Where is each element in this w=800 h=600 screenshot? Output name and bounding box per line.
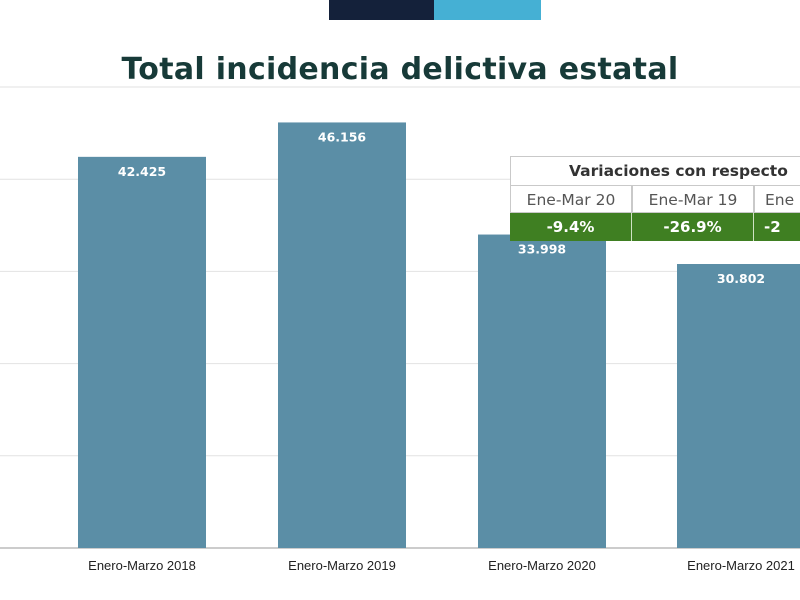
bar (278, 122, 406, 548)
variation-value-3: -2 (754, 213, 800, 241)
variation-column-2: Ene-Mar 19 (632, 185, 754, 213)
header-accent-light (434, 0, 541, 20)
variations-values-row: -9.4% -26.9% -2 (510, 213, 800, 241)
bar (478, 234, 606, 548)
variations-header: Variaciones con respecto (510, 156, 800, 185)
bar-value-label: 33.998 (518, 242, 566, 257)
x-tick-label: Enero-Marzo 2021 (687, 558, 795, 573)
variations-table: Variaciones con respecto Ene-Mar 20 Ene-… (510, 156, 800, 241)
bar-value-label: 30.802 (717, 271, 765, 286)
variation-value-2: -26.9% (632, 213, 754, 241)
variation-value-1: -9.4% (510, 213, 632, 241)
bar (677, 264, 800, 548)
page-title: Total incidencia delictiva estatal (121, 52, 679, 87)
variation-column-3: Ene (754, 185, 800, 213)
x-tick-label: Enero-Marzo 2020 (488, 558, 596, 573)
header-accent-dark (329, 0, 434, 20)
x-tick-label: Enero-Marzo 2018 (88, 558, 196, 573)
variations-columns-row: Ene-Mar 20 Ene-Mar 19 Ene (510, 185, 800, 213)
bar-value-label: 46.156 (318, 129, 367, 144)
x-tick-label: Enero-Marzo 2019 (288, 558, 396, 573)
bar-value-label: 42.425 (118, 164, 166, 179)
variation-column-1: Ene-Mar 20 (510, 185, 632, 213)
bar (78, 156, 206, 549)
